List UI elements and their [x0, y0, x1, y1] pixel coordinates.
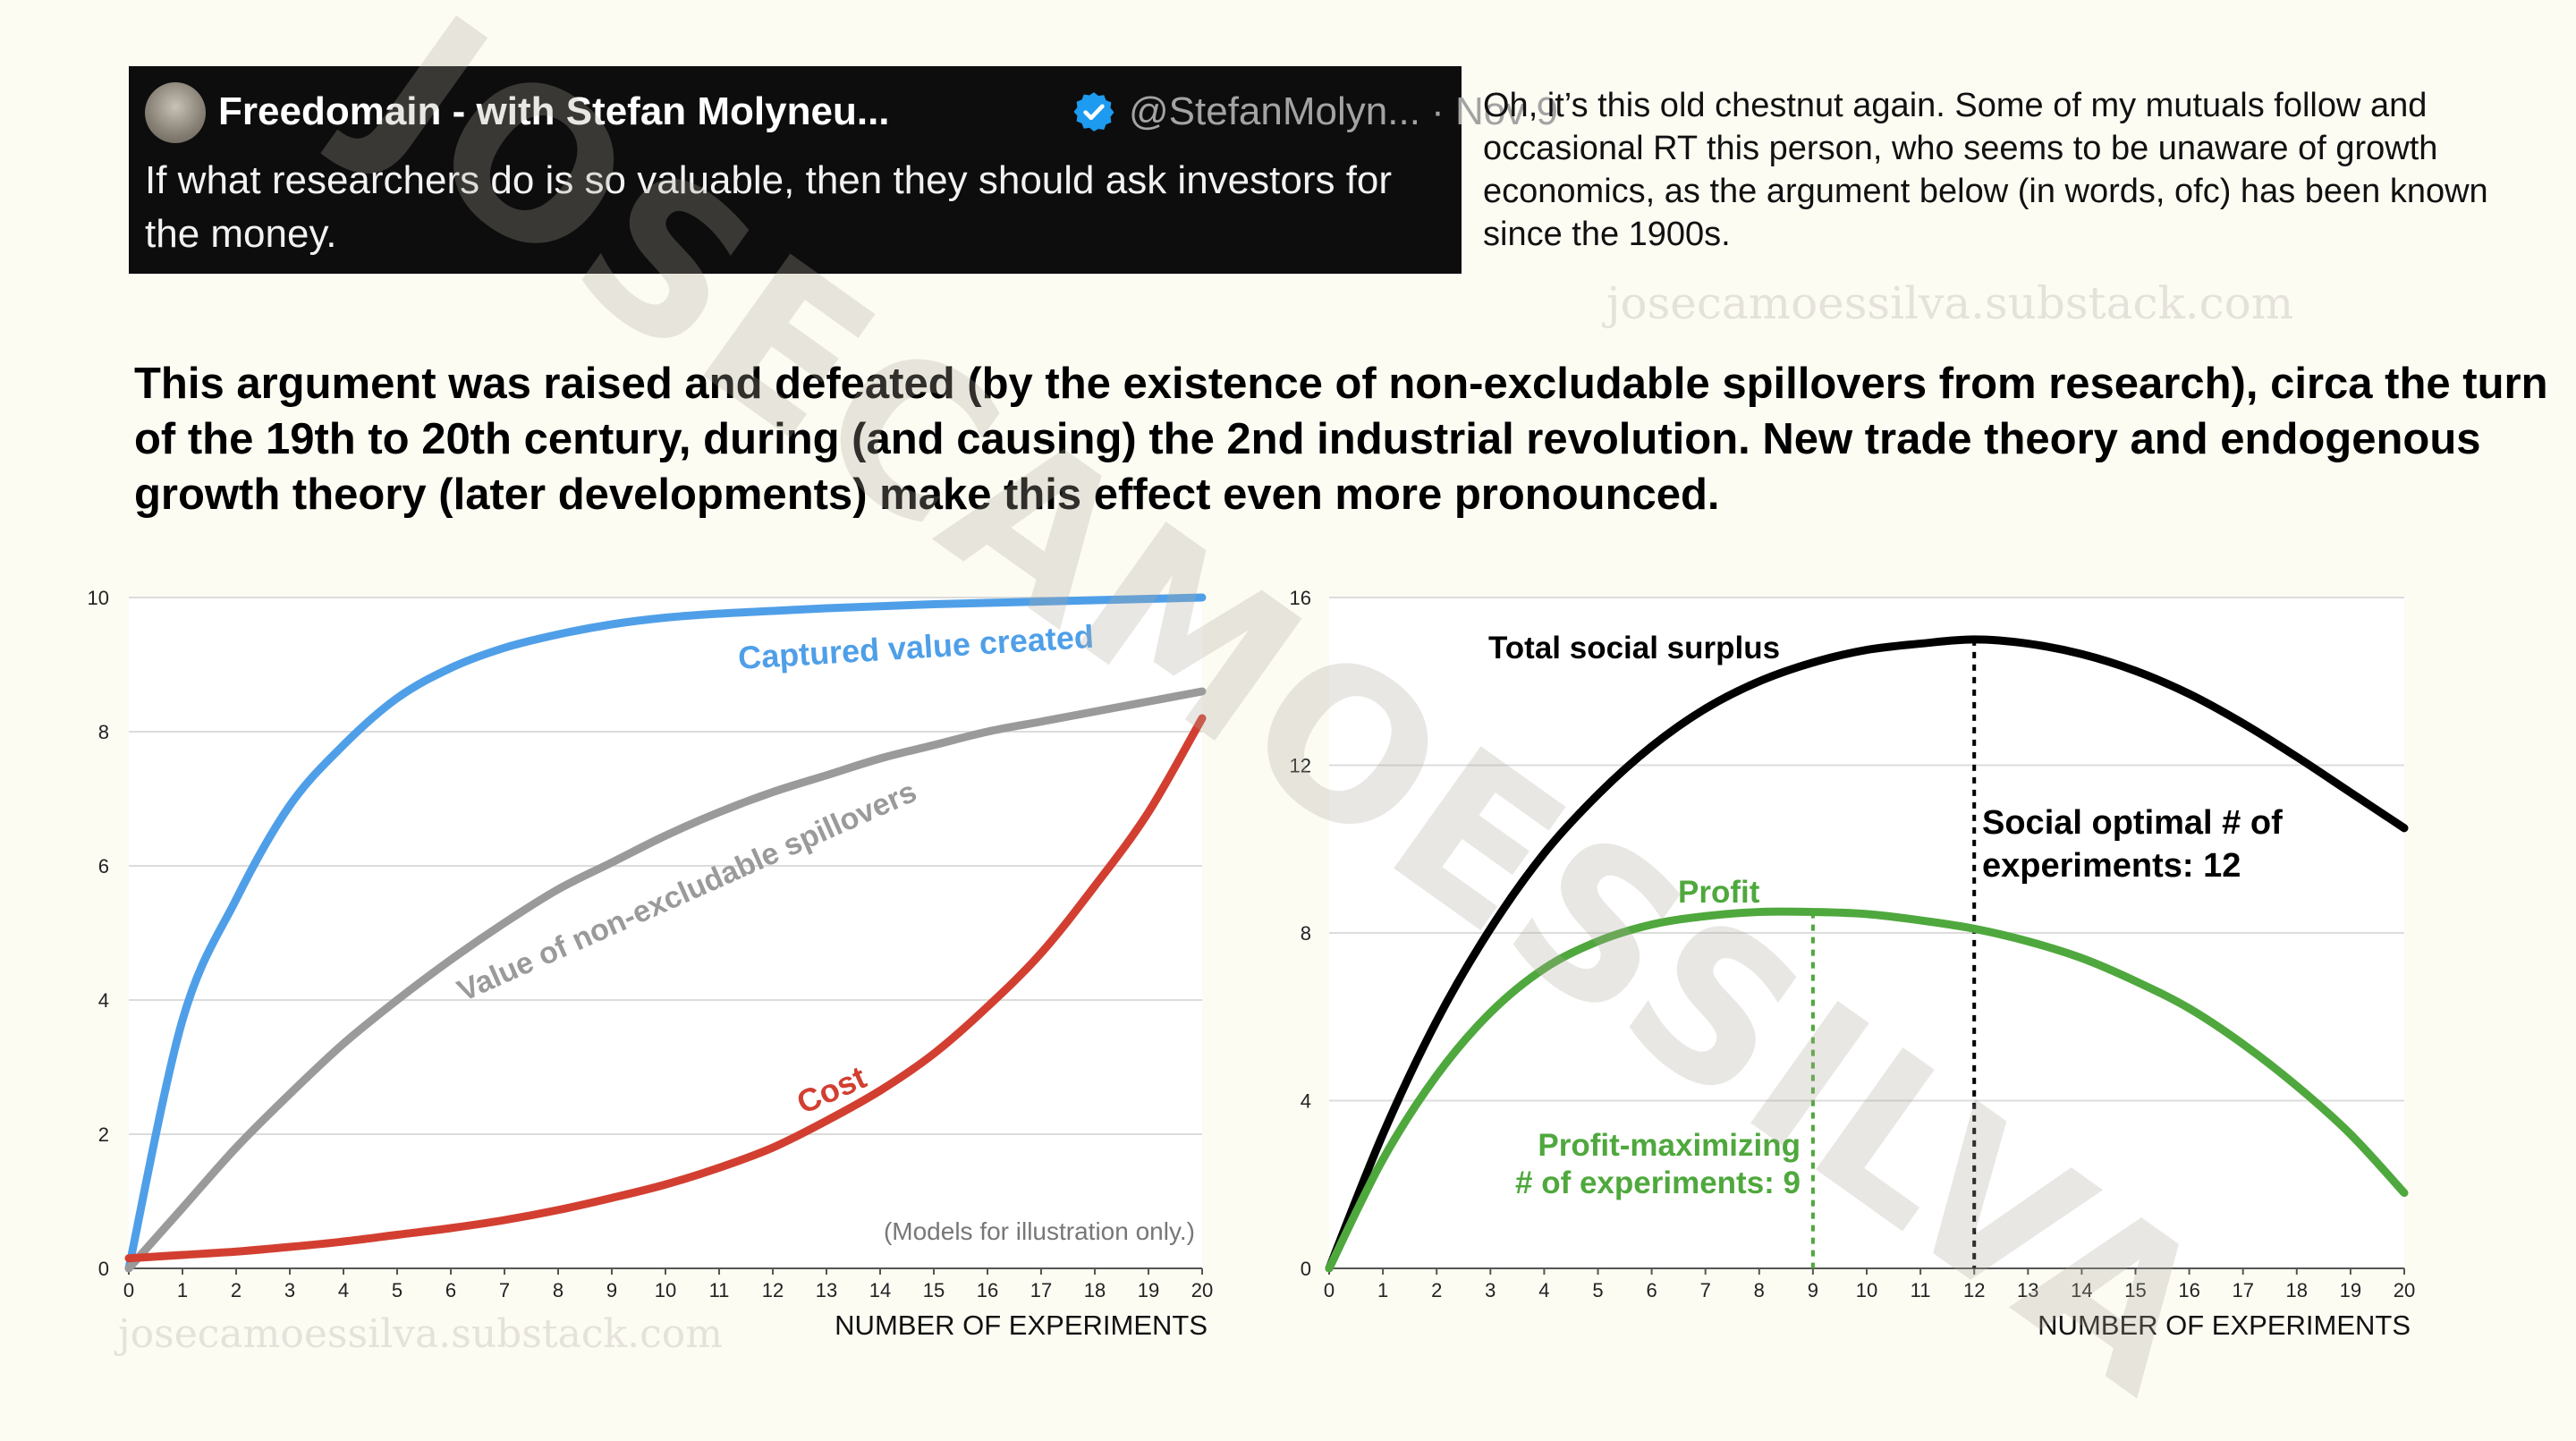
x-tick-label: 20	[1191, 1279, 1213, 1301]
series-line	[1325, 635, 2409, 1273]
y-tick-label: 0	[98, 1258, 109, 1280]
x-tick-label: 8	[553, 1279, 564, 1301]
x-tick-label: 16	[977, 1279, 998, 1301]
x-tick-label: 2	[1431, 1279, 1442, 1301]
x-tick-label: 20	[2394, 1279, 2415, 1301]
headline: This argument was raised and defeated (b…	[134, 360, 2548, 519]
x-tick-label: 19	[1138, 1279, 1159, 1301]
watermark-url-bottom: josecamoessilva.substack.com	[118, 1311, 723, 1357]
x-tick-label: 9	[1808, 1279, 1818, 1301]
y-tick-label: 0	[1301, 1258, 1311, 1280]
x-tick-label: 4	[1538, 1279, 1549, 1301]
x-tick-label: 19	[2340, 1279, 2361, 1301]
x-tick-label: 13	[2017, 1279, 2038, 1301]
x-tick-label: 8	[1754, 1279, 1765, 1301]
x-tick-label: 9	[606, 1279, 617, 1301]
x-tick-label: 1	[177, 1279, 188, 1301]
y-tick-label: 8	[98, 721, 109, 743]
y-tick-label: 8	[1301, 922, 1311, 945]
y-tick-label: 2	[98, 1123, 109, 1146]
series-line	[1325, 907, 2409, 1273]
tweet-handle-date[interactable]: @StefanMolyn... · Nov 9	[1129, 89, 1558, 133]
x-tick-label: 16	[2178, 1279, 2199, 1301]
y-tick-label: 4	[98, 989, 109, 1012]
series-line	[124, 593, 1207, 1273]
x-axis-label: NUMBER OF EXPERIMENTS	[2038, 1310, 2411, 1341]
series-label-profit: Profit	[1678, 875, 1760, 910]
x-tick-label: 15	[923, 1279, 945, 1301]
x-tick-label: 6	[445, 1279, 456, 1301]
x-tick-label: 7	[1700, 1279, 1711, 1301]
x-tick-label: 17	[1030, 1279, 1052, 1301]
y-tick-label: 10	[88, 587, 109, 609]
annotation-social-optimal-line1: Social optimal # of	[1982, 804, 2283, 842]
series-line	[124, 687, 1207, 1273]
x-tick-label: 13	[816, 1279, 837, 1301]
y-tick-label: 16	[1290, 587, 1311, 609]
x-tick-label: 7	[499, 1279, 510, 1301]
x-tick-label: 3	[284, 1279, 295, 1301]
x-tick-label: 0	[1324, 1279, 1335, 1301]
x-tick-label: 11	[709, 1279, 730, 1301]
x-tick-label: 0	[123, 1279, 134, 1301]
author-comment: Oh, it’s this old chestnut again. Some o…	[1483, 87, 2488, 253]
x-axis-label: NUMBER OF EXPERIMENTS	[835, 1310, 1208, 1341]
y-tick-label: 12	[1290, 755, 1311, 777]
x-tick-label: 14	[2071, 1279, 2092, 1301]
tweet-text: If what researchers do is so valuable, t…	[145, 158, 1393, 256]
x-tick-label: 12	[1963, 1279, 1985, 1301]
x-tick-label: 18	[2286, 1279, 2308, 1301]
avatar[interactable]	[145, 82, 206, 143]
annotation-profit-max-line1: Profit-maximizing	[1538, 1128, 1801, 1163]
x-tick-label: 15	[2124, 1279, 2146, 1301]
x-tick-label: 6	[1646, 1279, 1657, 1301]
x-tick-label: 10	[1856, 1279, 1877, 1301]
y-tick-label: 4	[1301, 1090, 1311, 1113]
watermark-url-top: josecamoessilva.substack.com	[1606, 277, 2294, 329]
series-line	[124, 714, 1207, 1263]
plot-area	[129, 598, 1202, 1268]
x-tick-label: 10	[655, 1279, 676, 1301]
chart-note: (Models for illustration only.)	[884, 1217, 1195, 1245]
x-tick-label: 17	[2232, 1279, 2253, 1301]
x-tick-label: 2	[231, 1279, 242, 1301]
x-tick-label: 5	[392, 1279, 402, 1301]
x-tick-label: 18	[1084, 1279, 1106, 1301]
verified-badge-icon	[1073, 92, 1114, 131]
annotation-social-optimal-line2: experiments: 12	[1982, 847, 2241, 885]
x-tick-label: 14	[869, 1279, 891, 1301]
tweet-author-name[interactable]: Freedomain - with Stefan Molyneu...	[218, 89, 890, 133]
annotation-profit-max-line2: # of experiments: 9	[1515, 1166, 1801, 1200]
series-label-total-surplus: Total social surplus	[1488, 631, 1780, 665]
x-tick-label: 3	[1485, 1279, 1496, 1301]
y-tick-label: 6	[98, 855, 109, 877]
x-tick-label: 1	[1377, 1279, 1388, 1301]
x-tick-label: 12	[762, 1279, 784, 1301]
embedded-tweet[interactable]: Freedomain - with Stefan Molyneu... @Ste…	[129, 66, 1558, 274]
x-tick-label: 4	[338, 1279, 349, 1301]
x-tick-label: 11	[1911, 1279, 1931, 1301]
x-tick-label: 5	[1592, 1279, 1603, 1301]
